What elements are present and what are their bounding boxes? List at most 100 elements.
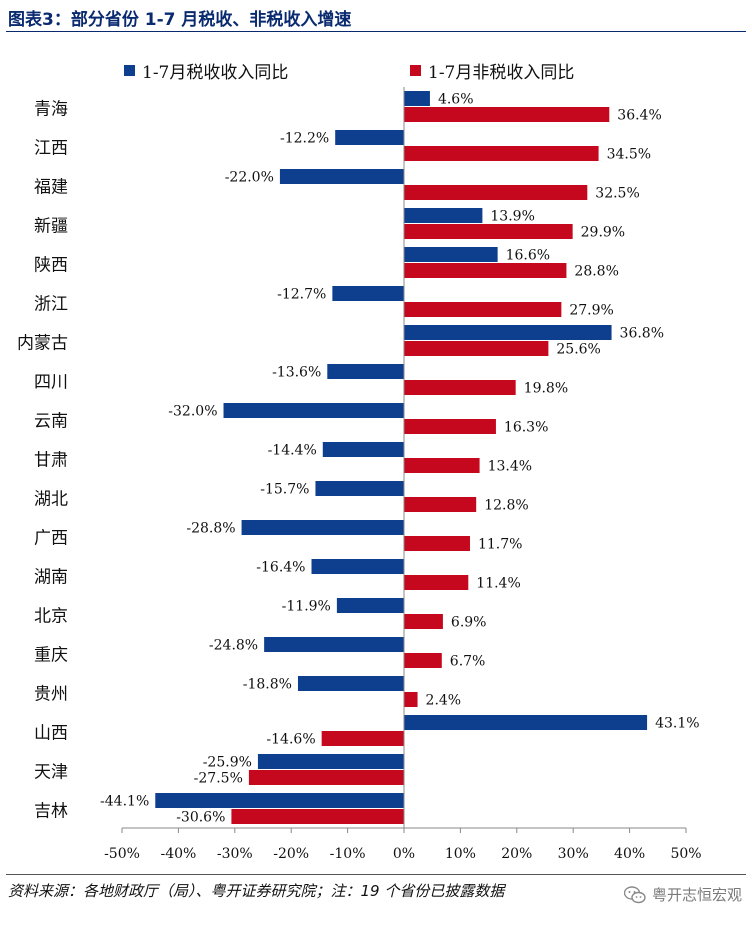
tax-data-label: 43.1%: [655, 716, 699, 732]
nontax-revenue-bar: [404, 263, 567, 278]
tax-data-label: -18.8%: [243, 677, 292, 693]
x-tick-label: -40%: [160, 846, 196, 862]
category-label: 四川: [34, 373, 68, 393]
x-tick-label: -10%: [330, 846, 366, 862]
chart-title: 图表3：部分省份 1-7 月税收、非税收入增速: [8, 10, 352, 30]
tax-data-label: -22.0%: [225, 170, 274, 186]
nontax-data-label: 16.3%: [504, 420, 548, 436]
tax-data-label: -11.9%: [282, 599, 331, 615]
footer-rule: [6, 874, 746, 875]
nontax-revenue-bar: [404, 575, 469, 590]
tax-revenue-bar: [257, 754, 404, 769]
tax-revenue-bar: [335, 130, 404, 145]
x-tick-label: 20%: [501, 846, 532, 862]
nontax-data-label: -30.6%: [176, 810, 225, 826]
tax-revenue-bar: [404, 208, 483, 223]
x-tick-label: 50%: [670, 846, 701, 862]
tax-revenue-bar: [404, 247, 498, 262]
tax-revenue-bar: [327, 364, 404, 379]
nontax-data-label: 13.4%: [488, 459, 532, 475]
category-label: 山西: [34, 724, 68, 744]
source-note: 资料来源：各地财政厅（局）、粤开证券研究院；注：19 个省份已披露数据: [8, 882, 505, 900]
tax-revenue-bar: [241, 520, 404, 535]
category-label: 广西: [34, 529, 68, 549]
nontax-data-label: 6.7%: [450, 654, 486, 670]
category-label: 北京: [34, 607, 68, 627]
tax-data-label: 36.8%: [620, 326, 664, 342]
wechat-icon: [623, 885, 646, 904]
tax-data-label: -15.7%: [260, 482, 309, 498]
x-tick-label: -20%: [273, 846, 309, 862]
tax-data-label: 16.6%: [506, 248, 550, 264]
nontax-revenue-bar: [404, 302, 562, 317]
category-label: 云南: [34, 412, 68, 432]
legend-label-tax: 1-7月税收收入同比: [142, 63, 289, 83]
x-tick-label: 40%: [614, 846, 645, 862]
nontax-revenue-bar: [404, 536, 470, 551]
tax-data-label: -16.4%: [256, 560, 305, 576]
category-label: 福建: [34, 178, 68, 198]
tax-data-label: -14.4%: [268, 443, 317, 459]
nontax-data-label: 29.9%: [581, 225, 625, 241]
category-label: 天津: [34, 763, 68, 783]
nontax-data-label: -27.5%: [194, 771, 243, 787]
nontax-data-label: 12.8%: [484, 498, 528, 514]
nontax-data-label: 19.8%: [524, 381, 568, 397]
nontax-data-label: -14.6%: [266, 732, 315, 748]
tax-revenue-bar: [404, 715, 648, 730]
x-tick-label: 0%: [393, 846, 415, 862]
category-label: 吉林: [34, 802, 68, 822]
nontax-data-label: 6.9%: [451, 615, 487, 631]
x-tick-label: 10%: [445, 846, 476, 862]
legend-item-nontax: 1-7月非税收入同比: [410, 58, 574, 83]
tax-revenue-bar: [264, 637, 404, 652]
tax-data-label: -32.0%: [168, 404, 217, 420]
nontax-revenue-bar: [404, 185, 588, 200]
tax-revenue-bar: [279, 169, 404, 184]
legend-item-tax: 1-7月税收收入同比: [124, 58, 288, 83]
nontax-data-label: 28.8%: [574, 264, 618, 280]
nontax-data-label: 36.4%: [617, 108, 661, 124]
legend-swatch-tax: [124, 65, 135, 76]
tax-data-label: 4.6%: [438, 92, 474, 108]
nontax-data-label: 11.7%: [478, 537, 522, 553]
nontax-revenue-bar: [248, 770, 404, 785]
watermark-text: 粤开志恒宏观: [651, 886, 742, 904]
tax-revenue-bar: [404, 91, 430, 106]
tax-revenue-bar: [297, 676, 404, 691]
nontax-revenue-bar: [404, 146, 599, 161]
nontax-revenue-bar: [404, 692, 418, 707]
watermark: 粤开志恒宏观: [623, 884, 742, 905]
tax-revenue-bar: [223, 403, 404, 418]
category-label: 新疆: [34, 217, 68, 237]
tax-data-label: -13.6%: [272, 365, 321, 381]
legend-label-nontax: 1-7月非税收入同比: [428, 63, 575, 83]
tax-revenue-bar: [315, 481, 404, 496]
category-label: 江西: [34, 139, 68, 159]
nontax-revenue-bar: [321, 731, 404, 746]
x-tick-label: 30%: [558, 846, 589, 862]
tax-revenue-bar: [336, 598, 404, 613]
x-tick-label: -50%: [104, 846, 140, 862]
nontax-data-label: 25.6%: [556, 342, 600, 358]
category-label: 湖北: [34, 490, 68, 510]
nontax-data-label: 32.5%: [595, 186, 639, 202]
tax-data-label: -12.7%: [277, 287, 326, 303]
nontax-data-label: 2.4%: [426, 693, 462, 709]
tax-revenue-bar: [155, 793, 404, 808]
nontax-revenue-bar: [404, 224, 573, 239]
category-label: 贵州: [34, 685, 68, 705]
nontax-revenue-bar: [404, 107, 610, 122]
nontax-revenue-bar: [404, 497, 477, 512]
nontax-revenue-bar: [404, 653, 442, 668]
tax-revenue-bar: [322, 442, 404, 457]
nontax-revenue-bar: [404, 419, 496, 434]
category-label: 内蒙古: [17, 334, 68, 354]
tax-data-label: 13.9%: [490, 209, 534, 225]
legend-swatch-nontax: [410, 65, 421, 76]
category-label: 浙江: [34, 295, 68, 315]
tax-data-label: -12.2%: [280, 131, 329, 147]
nontax-revenue-bar: [404, 380, 516, 395]
category-label: 甘肃: [34, 451, 68, 471]
